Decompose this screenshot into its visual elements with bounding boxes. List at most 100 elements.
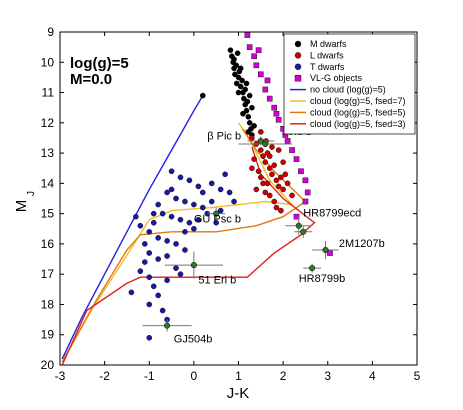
dwarf-point (262, 159, 269, 165)
dwarf-point (258, 147, 264, 153)
dwarf-point (155, 256, 161, 262)
dwarf-point (266, 192, 273, 199)
dwarf-point (173, 265, 179, 271)
companion-point (262, 140, 269, 148)
legend-label: M dwarfs (310, 39, 347, 49)
dwarf-point (249, 165, 255, 172)
vlg-point (304, 189, 311, 196)
dwarf-point (258, 129, 264, 135)
y-axis-label-main: M (13, 200, 30, 213)
y-tick-label: 16 (41, 237, 55, 251)
x-tick-label: 3 (324, 369, 331, 383)
model-curve-line (61, 95, 204, 360)
vlg-point (262, 86, 269, 93)
dwarf-point (243, 107, 250, 114)
legend-label: no cloud (log(g)=5) (310, 85, 386, 95)
dwarf-point (237, 65, 244, 72)
x-tick-label: 0 (191, 369, 198, 383)
dwarf-point (241, 95, 247, 102)
dwarf-point (146, 334, 153, 341)
dwarf-point (269, 171, 275, 178)
dwarf-point (146, 250, 153, 256)
dwarf-point (159, 210, 166, 217)
dwarf-point (246, 120, 253, 126)
y-tick-label: 17 (41, 267, 55, 281)
dwarf-point (245, 129, 252, 135)
legend-label: cloud (log(g)=5, fsed=7) (310, 96, 406, 106)
dwarf-point (235, 89, 242, 96)
dwarf-point (168, 168, 175, 175)
dwarf-point (195, 216, 202, 223)
dwarf-point (266, 153, 273, 159)
dwarf-point (264, 180, 271, 187)
y-tick-label: 15 (41, 207, 55, 221)
companion-point (295, 222, 302, 229)
dwarf-point (208, 198, 215, 205)
dwarf-point (278, 207, 284, 214)
dwarf-point (199, 204, 206, 211)
dwarf-point (186, 219, 193, 226)
x-axis-label: J-K (227, 385, 250, 402)
dwarf-point (146, 301, 153, 308)
dwarf-point (269, 144, 275, 150)
companion-point (190, 262, 197, 269)
dwarf-point (168, 213, 175, 220)
companion-point (300, 228, 307, 235)
dwarf-point (280, 186, 286, 193)
dwarf-point (155, 235, 161, 241)
y-tick-label: 20 (41, 358, 55, 372)
dwarf-point (255, 168, 262, 175)
dwarf-point (164, 277, 170, 284)
vlg-point (302, 177, 309, 184)
dwarf-point (235, 74, 242, 81)
dwarf-point (233, 80, 240, 87)
dwarf-point (262, 189, 269, 196)
dwarf-point (146, 274, 153, 281)
dwarf-point (137, 222, 144, 229)
model-curve-line (61, 122, 294, 363)
dwarf-point (251, 123, 257, 129)
dwarf-point (164, 189, 170, 196)
vlg-point (289, 147, 295, 153)
vlg-point (284, 138, 291, 144)
vlg-point (253, 62, 260, 69)
dwarf-point (186, 177, 193, 184)
dwarf-point (260, 153, 266, 159)
dwarf-point (141, 241, 148, 247)
dwarf-point (226, 189, 233, 196)
dwarf-point (199, 189, 206, 196)
dwarf-point (278, 174, 284, 181)
dwarf-point (275, 147, 282, 153)
header-line-1: log(g)=5 (70, 55, 129, 72)
dwarf-point (249, 104, 255, 111)
dwarf-point (273, 204, 280, 211)
dwarf-point (150, 210, 157, 217)
legend-label: cloud (log(g)=5, fsed=5) (310, 107, 406, 117)
dwarf-point (284, 180, 291, 187)
legend-circle-swatch (294, 63, 302, 71)
x-tick-label: -3 (55, 369, 66, 383)
dwarf-point (141, 259, 148, 265)
dwarf-point (245, 113, 252, 120)
dwarf-point (217, 186, 224, 193)
dwarf-point (173, 195, 179, 202)
x-tick-label: 5 (414, 369, 421, 383)
dwarf-point (258, 174, 264, 181)
dwarf-point (177, 216, 184, 223)
dwarf-point (227, 47, 234, 53)
vlg-point (275, 116, 282, 123)
y-tick-label: 12 (41, 116, 55, 130)
companion-label: HR8799b (299, 273, 345, 285)
dwarf-point (150, 219, 157, 226)
dwarf-point (271, 162, 278, 168)
dwarf-point (182, 247, 188, 253)
x-tick-label: 4 (369, 369, 376, 383)
dwarf-point (243, 80, 250, 87)
model-curves (61, 95, 316, 366)
dwarf-point (133, 213, 139, 220)
dwarf-point (177, 271, 184, 277)
dwarf-point (213, 219, 219, 226)
dwarf-point (155, 292, 161, 299)
